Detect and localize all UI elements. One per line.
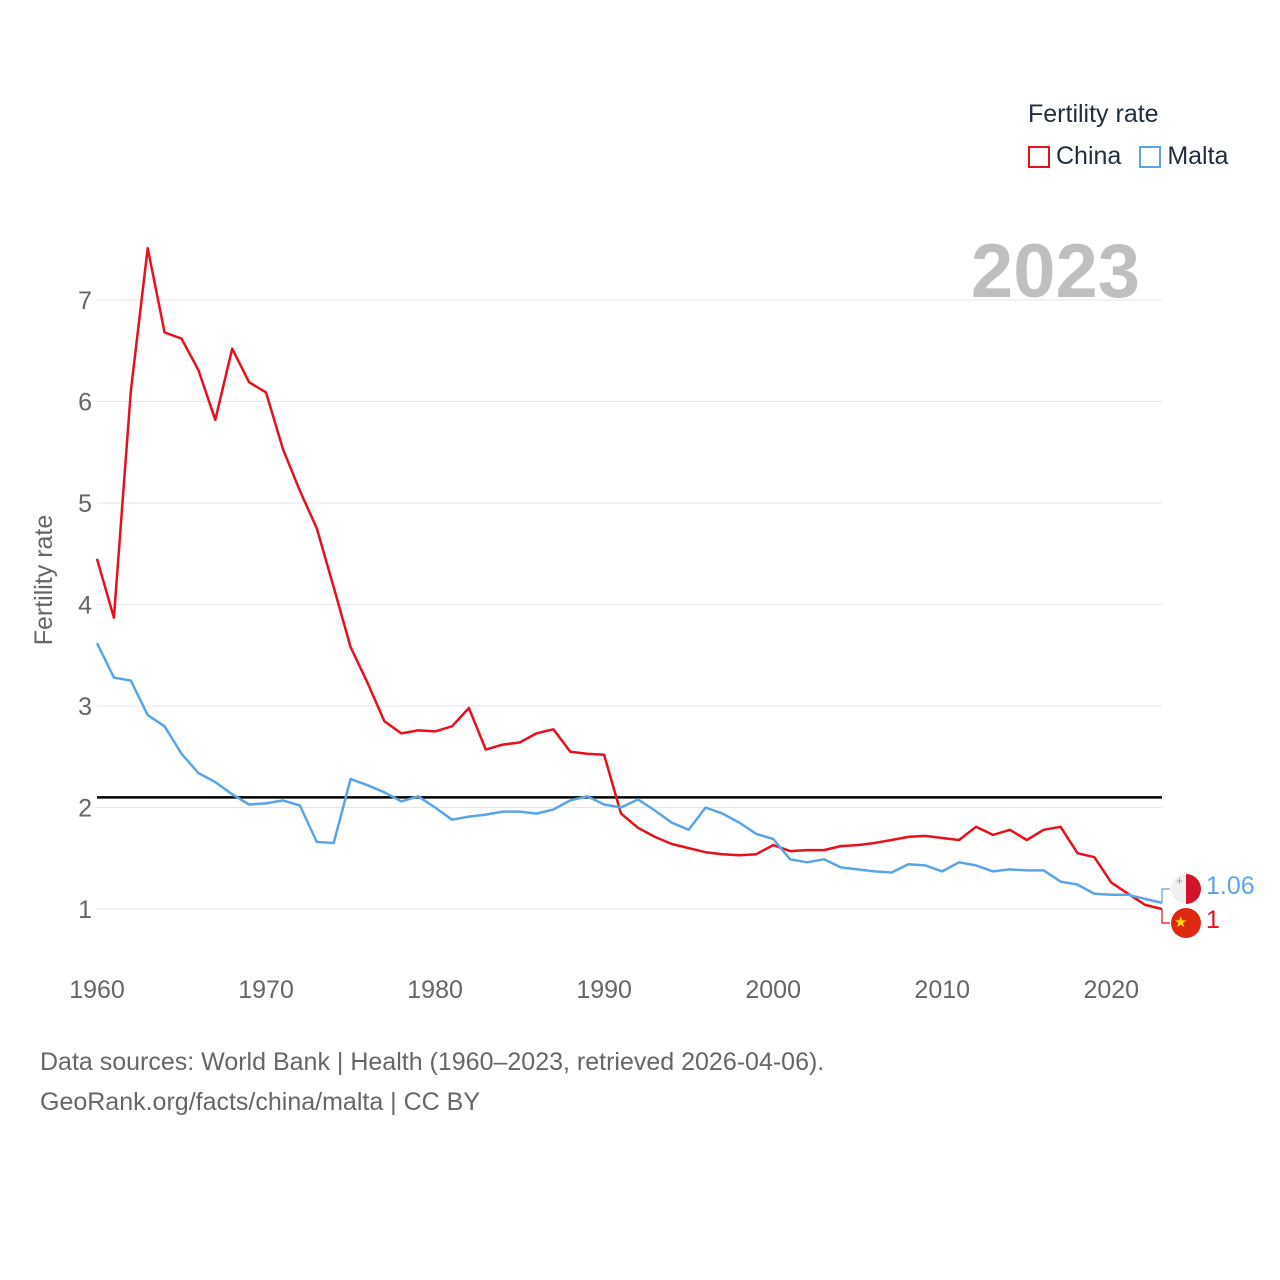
y-tick-label: 6 xyxy=(78,389,92,417)
legend-swatch-malta xyxy=(1139,145,1162,168)
y-tick-label: 2 xyxy=(78,795,92,823)
x-tick-label: 1960 xyxy=(69,976,125,1004)
y-tick-label: 1 xyxy=(78,896,92,924)
china-end-value: 1 xyxy=(1206,906,1220,934)
x-tick-label: 1970 xyxy=(238,976,294,1004)
connector-china xyxy=(1161,909,1170,924)
legend: China Malta xyxy=(1028,142,1228,171)
legend-item-malta[interactable]: Malta xyxy=(1139,142,1228,171)
y-axis-ticks: 1 2 3 4 5 6 7 xyxy=(78,287,92,924)
footer: Data sources: World Bank | Health (1960–… xyxy=(40,1042,824,1122)
legend-title: Fertility rate xyxy=(1028,100,1159,128)
grid xyxy=(97,299,1162,910)
y-tick-label: 3 xyxy=(78,693,92,721)
y-tick-label: 7 xyxy=(78,287,92,315)
end-label-connectors xyxy=(1161,888,1170,924)
footer-attribution[interactable]: GeoRank.org/facts/china/malta | CC BY xyxy=(40,1088,481,1116)
y-tick-label: 5 xyxy=(78,490,92,518)
series-line-china[interactable] xyxy=(95,246,1163,911)
x-tick-label: 1980 xyxy=(407,976,463,1004)
y-tick-label: 4 xyxy=(78,592,92,620)
series-line-malta[interactable] xyxy=(95,642,1163,905)
legend-label-china: China xyxy=(1056,142,1122,170)
x-axis-ticks: 1960 1970 1980 1990 2000 2010 2020 xyxy=(69,976,1139,1004)
x-tick-label: 1990 xyxy=(576,976,632,1004)
x-tick-label: 2020 xyxy=(1083,976,1139,1004)
x-tick-label: 2000 xyxy=(745,976,801,1004)
legend-label-malta: Malta xyxy=(1167,142,1229,170)
year-label: 2023 xyxy=(970,229,1140,314)
connector-malta xyxy=(1161,888,1170,903)
series-lines xyxy=(95,246,1163,911)
malta-flag-icon xyxy=(1171,874,1201,904)
malta-end-value: 1.06 xyxy=(1206,872,1255,900)
x-tick-label: 2010 xyxy=(914,976,970,1004)
legend-swatch-china xyxy=(1028,145,1050,168)
footer-sources: Data sources: World Bank | Health (1960–… xyxy=(40,1048,825,1076)
legend-item-china[interactable]: China xyxy=(1028,142,1121,171)
china-flag-icon: ★ xyxy=(1171,908,1201,938)
y-axis-title: Fertility rate xyxy=(30,515,58,646)
